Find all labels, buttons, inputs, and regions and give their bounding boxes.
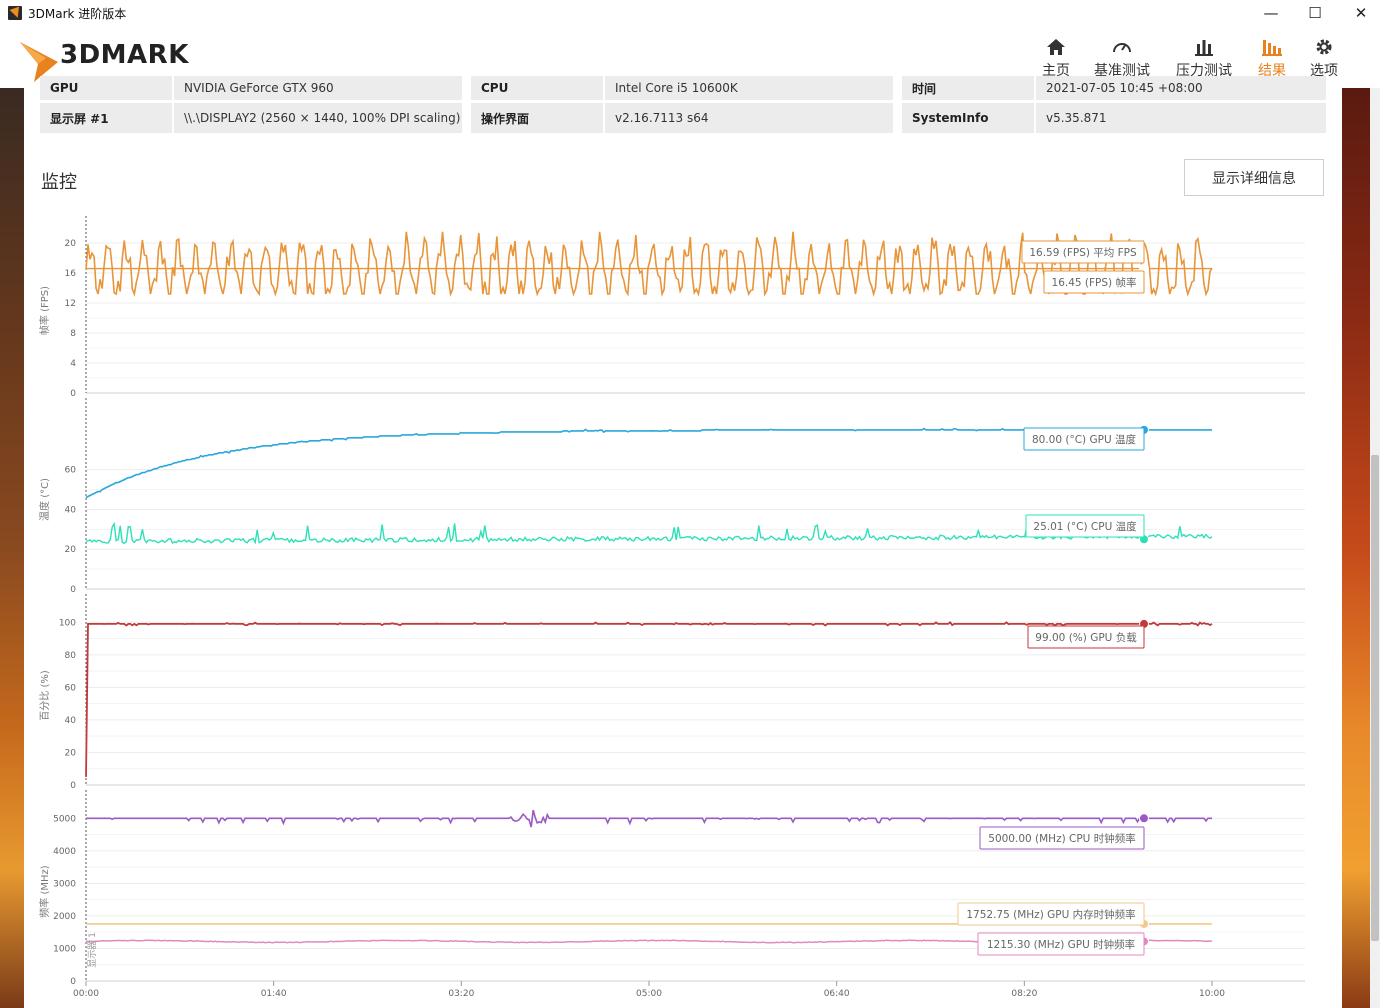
3dmark-logo-icon [20, 42, 58, 82]
y-tick-label: 12 [65, 299, 76, 309]
cpu-clock-series-line [86, 809, 1212, 828]
y-tick-label: 40 [65, 716, 77, 726]
y-tick-label: 5000 [53, 814, 76, 824]
y-axis-label: 帧率 (FPS) [38, 286, 51, 335]
y-tick-label: 8 [70, 329, 76, 339]
nav-label: 结果 [1258, 63, 1286, 79]
x-tick-label: 00:00 [73, 989, 99, 999]
y-axis-label: 频率 (MHz) [38, 865, 51, 917]
stress-chart-icon [1195, 40, 1213, 56]
nav-label: 基准测试 [1094, 63, 1150, 79]
x-tick-label: 03:20 [448, 989, 474, 999]
title-bar: 3DMark 进阶版本 — ☐ ✕ [0, 0, 1380, 26]
gpu-load-label-box [1027, 625, 1145, 649]
y-tick-label: 2000 [53, 912, 76, 922]
cpu-clock-label-box [979, 826, 1145, 850]
cpu-temp-label-box [1025, 514, 1145, 538]
gpu-temp-label: 80.00 (°C) GPU 温度 [1032, 433, 1137, 446]
avg-fps-label-box [1021, 240, 1145, 264]
gpu-clock-label: 1215.30 (MHz) GPU 时钟频率 [987, 938, 1135, 951]
fps-series-line [85, 231, 1213, 298]
cpu-temp-label: 25.01 (°C) CPU 温度 [1033, 520, 1137, 533]
info-value-cpu: Intel Core i5 10600K [605, 76, 893, 100]
x-tick-label: 10:00 [1199, 989, 1225, 999]
info-value-systeminfo: v5.35.871 [1036, 103, 1326, 133]
y-axis-label: 百分比 (%) [39, 670, 51, 721]
y-tick-label: 60 [65, 466, 77, 476]
info-label-time: 时间 [902, 76, 1034, 100]
logo-text: 3DMARK [60, 40, 189, 70]
y-tick-label: 20 [65, 545, 77, 555]
scrollbar-thumb[interactable] [1371, 455, 1379, 941]
nav-home[interactable]: 主页 [1036, 34, 1076, 80]
fps-label-box [1043, 270, 1145, 294]
display-marker-label: 显示器 1 [87, 932, 98, 968]
info-label-ui: 操作界面 [471, 103, 603, 133]
y-axis-label: 温度 (°C) [38, 478, 51, 521]
y-tick-label: 20 [65, 239, 77, 249]
background-art-left [0, 88, 24, 1008]
y-tick-label: 60 [65, 683, 77, 693]
y-tick-label: 0 [70, 389, 76, 399]
y-tick-label: 0 [70, 977, 76, 987]
x-tick-label: 08:20 [1011, 989, 1037, 999]
app-logo-icon [8, 6, 22, 20]
x-tick-label: 06:40 [824, 989, 850, 999]
gear-icon [1316, 39, 1332, 55]
fps-label: 16.45 (FPS) 帧率 [1052, 276, 1137, 289]
info-value-time: 2021-07-05 10:45 +08:00 [1036, 76, 1326, 100]
gpu-load-label: 99.00 (%) GPU 负载 [1035, 631, 1137, 644]
monitor-section-title: 监控 [41, 172, 77, 193]
gpu-mem-clock-label: 1752.75 (MHz) GPU 内存时钟频率 [966, 908, 1135, 921]
y-tick-label: 3000 [53, 879, 76, 889]
info-label-systeminfo: SystemInfo [902, 103, 1034, 133]
gauge-icon [1113, 43, 1131, 53]
show-details-button[interactable]: 显示详细信息 [1184, 159, 1324, 196]
nav-label: 压力测试 [1176, 63, 1232, 79]
cpu-temp-series-line [85, 521, 1213, 545]
gpu-mem-clock-label-box [957, 902, 1145, 926]
y-tick-label: 16 [65, 269, 77, 279]
info-value-ui: v2.16.7113 s64 [605, 103, 893, 133]
gpu-load-series-line [85, 621, 1213, 777]
nav-results[interactable]: 结果 [1254, 34, 1290, 80]
x-tick-label: 05:00 [636, 989, 662, 999]
cpu-clock-label: 5000.00 (MHz) CPU 时钟频率 [988, 832, 1135, 845]
maximize-button[interactable]: ☐ [1308, 4, 1322, 22]
info-value-display: \\.\DISPLAY2 (2560 × 1440, 100% DPI scal… [174, 103, 462, 133]
info-label-display: 显示屏 #1 [40, 103, 172, 133]
nav-options[interactable]: 选项 [1306, 34, 1342, 80]
y-tick-label: 80 [65, 651, 77, 661]
minimize-button[interactable]: — [1263, 4, 1279, 22]
close-button[interactable]: ✕ [1354, 4, 1368, 22]
y-tick-label: 100 [59, 618, 76, 628]
nav-benchmarks[interactable]: 基准测试 [1090, 34, 1154, 80]
home-icon [1047, 39, 1065, 55]
info-label-gpu: GPU [40, 76, 172, 100]
avg-fps-label: 16.59 (FPS) 平均 FPS [1029, 247, 1137, 259]
gpu-clock-label-box [977, 932, 1145, 956]
y-tick-label: 1000 [53, 944, 76, 954]
window-title: 3DMark 进阶版本 [28, 6, 127, 21]
nav-stress-tests[interactable]: 压力测试 [1172, 34, 1236, 80]
cpu-clock-marker [1139, 813, 1149, 824]
background-art-right [1342, 88, 1370, 1008]
nav-label: 主页 [1042, 63, 1070, 79]
y-tick-label: 0 [70, 585, 76, 595]
x-tick-label: 01:40 [261, 989, 287, 999]
info-label-cpu: CPU [471, 76, 603, 100]
y-tick-label: 40 [65, 505, 77, 515]
nav-label: 选项 [1310, 63, 1338, 79]
results-chart-icon [1262, 40, 1282, 56]
gpu-temp-label-box [1023, 427, 1145, 451]
y-tick-label: 4000 [53, 847, 76, 857]
y-tick-label: 20 [65, 748, 77, 758]
info-value-gpu: NVIDIA GeForce GTX 960 [174, 76, 462, 100]
y-tick-label: 0 [70, 781, 76, 791]
y-tick-label: 4 [70, 359, 76, 369]
